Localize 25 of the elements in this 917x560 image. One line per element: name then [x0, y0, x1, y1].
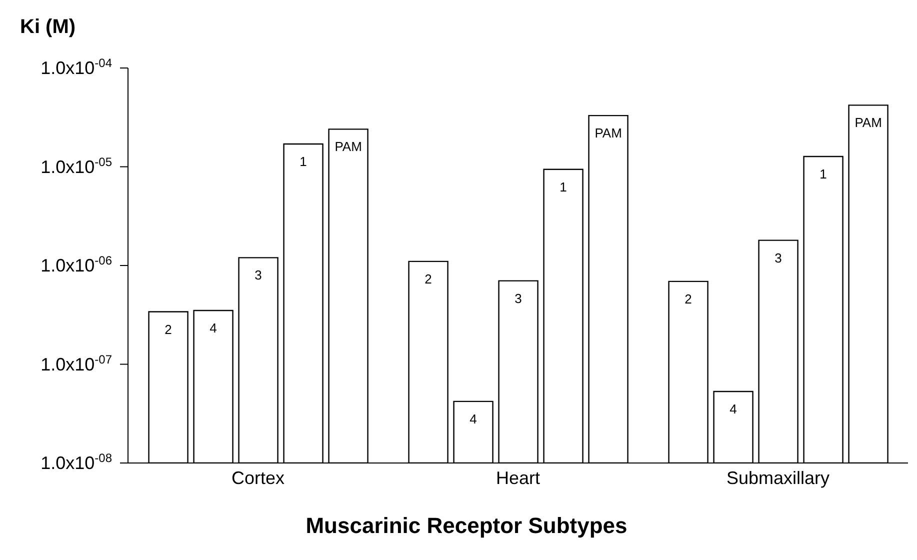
text: 2 [164, 322, 172, 337]
text: 1 [820, 166, 827, 182]
y-tick-label: 1.0x10$^{-06}$ [40, 254, 112, 276]
text: 2 [684, 291, 692, 306]
y-tick-label: 1.0x10$^{-04}$ [40, 56, 112, 78]
text: PAM [854, 115, 882, 130]
y-tick-label: 1.0x10$^{-07}$ [40, 352, 112, 374]
x-axis-title: Muscarinic Receptor Subtypes [304, 513, 628, 539]
series-label: PAM [334, 139, 362, 154]
series-label: 1 [300, 154, 307, 169]
text: 1 [560, 179, 567, 194]
text: 3 [514, 290, 522, 306]
text: 4 [470, 411, 477, 426]
series-label: 4 [210, 320, 217, 336]
x-tick-label: Cortex [231, 468, 285, 488]
text: PAM [594, 126, 622, 141]
text: 4 [730, 401, 737, 416]
y-axis-title: Ki (M) [20, 16, 76, 39]
text: 3 [774, 250, 782, 266]
y-tick-label: 1.0x10$^{-05}$ [40, 154, 112, 177]
x-tick-label: Heart [496, 468, 540, 488]
x-tick-label: Submaxillary [726, 468, 830, 488]
series-label: 3 [254, 268, 262, 283]
y-tick-label: 1.0x10$^{-08}$ [40, 451, 112, 473]
series-label: 2 [424, 271, 432, 286]
